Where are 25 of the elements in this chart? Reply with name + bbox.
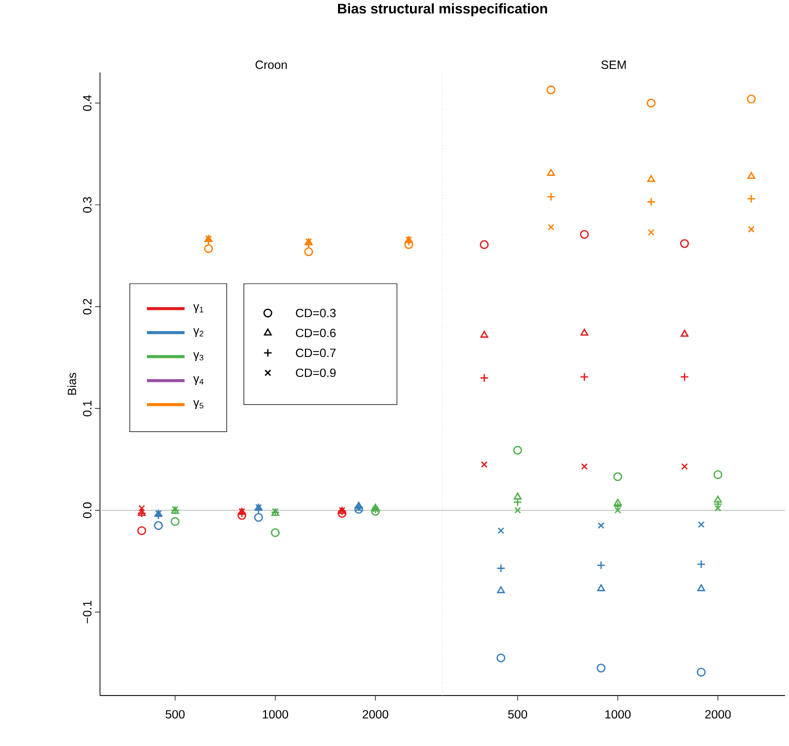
- x-tick-label: 2000: [362, 710, 388, 719]
- legend-label: γ$_{1}$: [193, 304, 204, 314]
- legend-label: γ$_{5}$: [193, 400, 204, 410]
- y-tick-label: 0.4: [83, 95, 92, 112]
- y-axis-title: Bias: [67, 373, 76, 395]
- text: Croon: [256, 60, 287, 70]
- x-tick-label: 1000: [262, 710, 288, 719]
- legend-label: γ$_{2}$: [193, 328, 204, 338]
- x-tick-label: 2000: [705, 710, 731, 719]
- y-tick-label: 0.2: [83, 299, 92, 315]
- legend-label: CD=0.7: [296, 348, 336, 358]
- legend-label: γ$_{3}$: [193, 352, 204, 362]
- legend-label: CD=0.9: [296, 368, 336, 378]
- y-tick-label: 0.3: [83, 197, 92, 213]
- legend-label: CD=0.3: [296, 309, 336, 318]
- y-tick-label: 0.0: [83, 502, 92, 518]
- x-tick-label: 1000: [605, 710, 631, 719]
- y-tick-label: 0.1: [83, 400, 92, 417]
- legend-label: γ$_{4}$: [193, 376, 204, 386]
- x-tick-label: 500: [508, 710, 528, 719]
- legend-label: CD=0.6: [296, 328, 336, 338]
- x-tick-label: 500: [166, 710, 185, 719]
- y-tick-label: −0.1: [83, 601, 92, 624]
- chart-title: Bias structural misspecification: [338, 4, 548, 17]
- text: SEM: [601, 60, 626, 70]
